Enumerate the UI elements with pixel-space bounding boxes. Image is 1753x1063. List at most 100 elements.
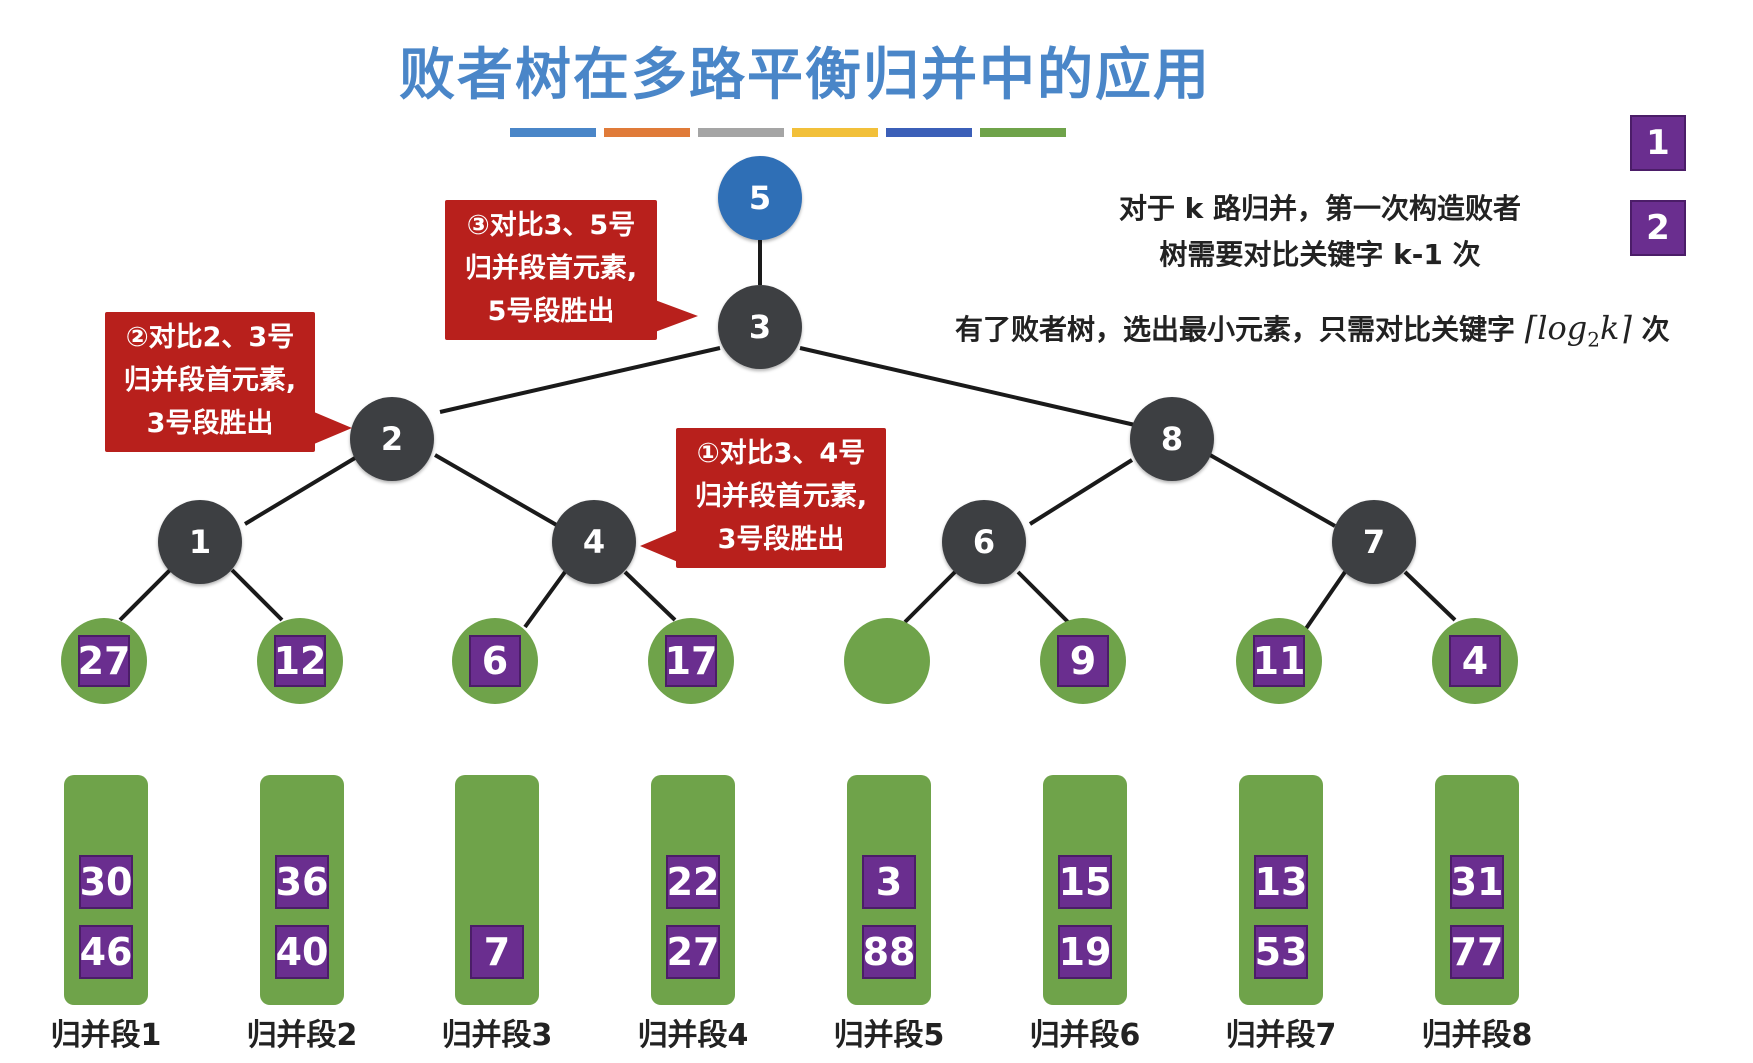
leaf-1: 27 — [61, 618, 147, 704]
callout-line: 3号段胜出 — [717, 524, 845, 555]
leaf-key: 4 — [1449, 635, 1501, 687]
page-title: 败者树在多路平衡归并中的应用 — [399, 43, 1211, 108]
title-bar-6 — [980, 128, 1066, 137]
segment-key: 3 — [862, 855, 916, 909]
segment-label-7: 归并段7 — [1225, 1018, 1337, 1053]
segment-key: 77 — [1450, 925, 1504, 979]
callout-line: ①对比3、4号 — [696, 438, 866, 469]
segment-key: 46 — [79, 925, 133, 979]
merge-segment-6: 15 19 — [1043, 775, 1127, 1005]
note-line-2: 树需要对比关键字 k-1 次 — [1159, 238, 1481, 271]
note-line-3-prefix: 有了败者树，选出最小元素，只需对比关键字 — [955, 313, 1516, 346]
merge-segment-1: 30 46 — [64, 775, 148, 1005]
segment-key: 88 — [862, 925, 916, 979]
segment-key: 22 — [666, 855, 720, 909]
callout-3-pointer — [655, 300, 698, 332]
tree-node-root: 5 — [718, 156, 802, 240]
segment-key: 40 — [275, 925, 329, 979]
title-bar-3 — [698, 128, 784, 137]
leaf-7: 11 — [1236, 618, 1322, 704]
segment-label-5: 归并段5 — [833, 1018, 945, 1053]
leaf-key: 6 — [469, 635, 521, 687]
edge-1-leaf2 — [230, 568, 284, 622]
merge-segment-8: 31 77 — [1435, 775, 1519, 1005]
callout-compare-3-4: ①对比3、4号 归并段首元素, 3号段胜出 — [676, 428, 886, 568]
formula-var: k — [1599, 309, 1620, 347]
segment-key: 15 — [1058, 855, 1112, 909]
callout-line: 归并段首元素, — [464, 253, 638, 284]
edge-3-8 — [799, 346, 1136, 427]
tree-node-level3-4: 7 — [1332, 500, 1416, 584]
segment-key: 53 — [1254, 925, 1308, 979]
edge-4-leaf3 — [523, 570, 567, 629]
callout-line: 3号段胜出 — [146, 408, 274, 439]
title-bar-2 — [604, 128, 690, 137]
legend-key-1: 1 — [1630, 115, 1686, 171]
merge-segment-3: 7 — [455, 775, 539, 1005]
leaf-6: 9 — [1040, 618, 1126, 704]
segment-key: 30 — [79, 855, 133, 909]
segment-key: 27 — [666, 925, 720, 979]
edge-7-leaf7 — [1303, 570, 1347, 632]
segment-label-6: 归并段6 — [1029, 1018, 1141, 1053]
edge-6-leaf6 — [1016, 570, 1070, 624]
tree-node-level1: 3 — [718, 285, 802, 369]
leaf-key: 17 — [665, 635, 717, 687]
note-select-cost: 有了败者树，选出最小元素，只需对比关键字 ⌈log2k⌉ 次 — [955, 305, 1670, 362]
segment-label-1: 归并段1 — [50, 1018, 162, 1053]
formula-base: log — [1537, 309, 1588, 347]
callout-line: 5号段胜出 — [487, 296, 615, 327]
merge-segment-4: 22 27 — [651, 775, 735, 1005]
merge-segment-2: 36 40 — [260, 775, 344, 1005]
formula-sub: 2 — [1587, 327, 1600, 352]
segment-key: 36 — [275, 855, 329, 909]
edge-8-6 — [1028, 458, 1134, 526]
segment-label-8: 归并段8 — [1421, 1018, 1533, 1053]
edge-7-leaf8 — [1403, 570, 1457, 622]
segment-key: 7 — [470, 925, 524, 979]
edge-6-leaf5 — [903, 570, 957, 624]
edge-3-2 — [439, 346, 721, 414]
edge-1-leaf1 — [118, 568, 172, 622]
callout-1-pointer — [640, 530, 678, 562]
callout-compare-2-3: ②对比2、3号 归并段首元素, 3号段胜出 — [105, 312, 315, 452]
segment-key: 31 — [1450, 855, 1504, 909]
segment-key: 19 — [1058, 925, 1112, 979]
edge-2-1 — [243, 453, 362, 526]
leaf-key: 9 — [1057, 635, 1109, 687]
edge-4-leaf4 — [623, 570, 677, 622]
title-bar-4 — [792, 128, 878, 137]
segment-label-3: 归并段3 — [441, 1018, 553, 1053]
leaf-key: 27 — [78, 635, 130, 687]
callout-line: ③对比3、5号 — [466, 210, 636, 241]
tree-node-level2-left: 2 — [350, 397, 434, 481]
callout-line: 归并段首元素, — [123, 365, 297, 396]
callout-compare-3-5: ③对比3、5号 归并段首元素, 5号段胜出 — [445, 200, 657, 340]
legend-key-2: 2 — [1630, 200, 1686, 256]
segment-key: 13 — [1254, 855, 1308, 909]
edge-2-4 — [434, 453, 561, 529]
note-line-1: 对于 k 路归并，第一次构造败者 — [1118, 192, 1522, 225]
leaf-4: 17 — [648, 618, 734, 704]
leaf-2: 12 — [257, 618, 343, 704]
tree-node-level3-2: 4 — [552, 500, 636, 584]
leaf-8: 4 — [1432, 618, 1518, 704]
tree-node-level3-1: 1 — [158, 500, 242, 584]
tree-node-level3-3: 6 — [942, 500, 1026, 584]
leaf-5-empty — [844, 618, 930, 704]
leaf-3: 6 — [452, 618, 538, 704]
leaf-key: 11 — [1253, 635, 1305, 687]
callout-line: ②对比2、3号 — [125, 322, 295, 353]
tree-node-level2-right: 8 — [1130, 397, 1214, 481]
title-bar-1 — [510, 128, 596, 137]
segment-label-4: 归并段4 — [637, 1018, 749, 1053]
segment-label-2: 归并段2 — [246, 1018, 358, 1053]
merge-segment-7: 13 53 — [1239, 775, 1323, 1005]
callout-line: 归并段首元素, — [694, 481, 868, 512]
edge-8-7 — [1209, 453, 1336, 528]
note-line-3-suffix: 次 — [1641, 313, 1670, 346]
callout-2-pointer — [314, 412, 352, 444]
ceil-formula: ⌈log2k⌉ — [1524, 309, 1632, 352]
